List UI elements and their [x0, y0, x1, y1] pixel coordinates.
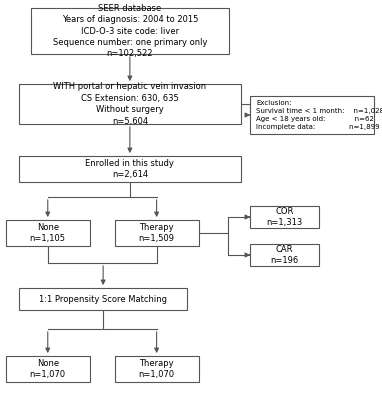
- FancyBboxPatch shape: [250, 96, 374, 134]
- Text: None
n=1,070: None n=1,070: [30, 359, 66, 379]
- FancyBboxPatch shape: [250, 244, 319, 266]
- FancyBboxPatch shape: [6, 356, 90, 382]
- FancyBboxPatch shape: [19, 84, 241, 124]
- Text: 1:1 Propensity Score Matching: 1:1 Propensity Score Matching: [39, 294, 167, 304]
- Text: Therapy
n=1,070: Therapy n=1,070: [139, 359, 175, 379]
- Text: SEER database
Years of diagnosis: 2004 to 2015
ICD-O-3 site code: liver
Sequence: SEER database Years of diagnosis: 2004 t…: [53, 4, 207, 58]
- FancyBboxPatch shape: [19, 288, 187, 310]
- FancyBboxPatch shape: [115, 220, 199, 246]
- FancyBboxPatch shape: [115, 356, 199, 382]
- Text: Exclusion:
Survival time < 1 month:    n=1,028
Age < 18 years old:             n: Exclusion: Survival time < 1 month: n=1,…: [256, 100, 382, 130]
- FancyBboxPatch shape: [31, 8, 229, 54]
- Text: Therapy
n=1,509: Therapy n=1,509: [139, 223, 175, 243]
- FancyBboxPatch shape: [19, 156, 241, 182]
- Text: WITH portal or hepatic vein invasion
CS Extension: 630, 635
Without surgery
n=5,: WITH portal or hepatic vein invasion CS …: [53, 82, 206, 126]
- FancyBboxPatch shape: [6, 220, 90, 246]
- Text: CAR
n=196: CAR n=196: [270, 245, 299, 265]
- Text: Enrolled in this study
n=2,614: Enrolled in this study n=2,614: [86, 159, 174, 179]
- FancyBboxPatch shape: [250, 206, 319, 228]
- Text: COR
n=1,313: COR n=1,313: [267, 207, 303, 227]
- Text: None
n=1,105: None n=1,105: [30, 223, 66, 243]
